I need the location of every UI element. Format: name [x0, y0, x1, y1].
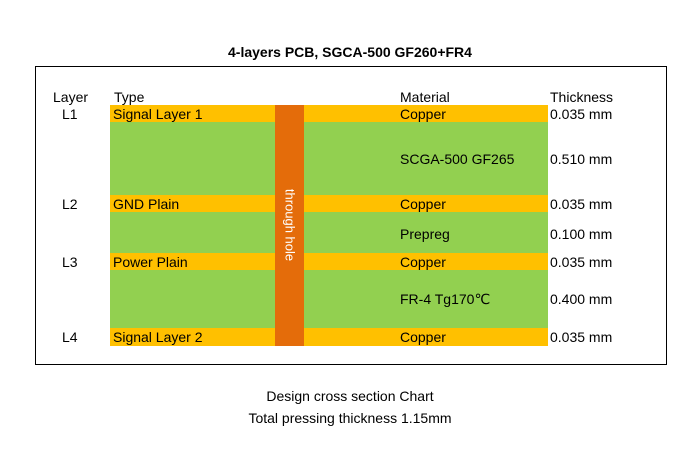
through-hole-label: through hole	[282, 188, 297, 262]
thickness-fr4: 0.400 mm	[550, 291, 613, 307]
layer-type-power: Power Plain	[113, 254, 188, 270]
band-power-plain	[110, 253, 548, 270]
band-core-dielectric	[110, 122, 548, 195]
layer-type-signal-1: Signal Layer 1	[113, 106, 203, 122]
material-copper-l4: Copper	[400, 329, 446, 345]
header-material: Material	[400, 89, 450, 105]
layer-type-gnd: GND Plain	[113, 196, 180, 212]
layer-type-signal-2: Signal Layer 2	[113, 329, 203, 345]
material-prepreg: Prepreg	[400, 226, 450, 242]
layer-id-l2: L2	[62, 196, 78, 212]
header-thickness: Thickness	[550, 89, 614, 105]
thickness-l4: 0.035 mm	[550, 329, 613, 345]
caption-line-1: Design cross section Chart	[266, 388, 434, 404]
layer-id-l4: L4	[62, 329, 78, 345]
material-core: SCGA-500 GF265	[400, 151, 515, 167]
material-copper-l1: Copper	[400, 106, 446, 122]
caption-line-2: Total pressing thickness 1.15mm	[248, 410, 452, 426]
layer-id-l3: L3	[62, 254, 78, 270]
thickness-core: 0.510 mm	[550, 151, 613, 167]
thickness-l3: 0.035 mm	[550, 254, 613, 270]
through-hole	[275, 105, 304, 346]
material-fr4: FR-4 Tg170℃	[400, 291, 491, 307]
band-signal-layer-2	[110, 328, 548, 346]
thickness-prepreg: 0.100 mm	[550, 226, 613, 242]
band-signal-layer-1	[110, 105, 548, 122]
band-fr4-dielectric	[110, 270, 548, 328]
thickness-l1: 0.035 mm	[550, 106, 613, 122]
diagram-title: 4-layers PCB, SGCA-500 GF260+FR4	[228, 44, 472, 60]
layer-id-l1: L1	[62, 106, 78, 122]
band-gnd-plain	[110, 195, 548, 212]
band-prepreg	[110, 212, 548, 253]
material-copper-l3: Copper	[400, 254, 446, 270]
diagram-frame	[35, 66, 667, 365]
thickness-l2: 0.035 mm	[550, 196, 613, 212]
header-layer: Layer	[53, 89, 89, 105]
material-copper-l2: Copper	[400, 196, 446, 212]
header-type: Type	[114, 89, 145, 105]
